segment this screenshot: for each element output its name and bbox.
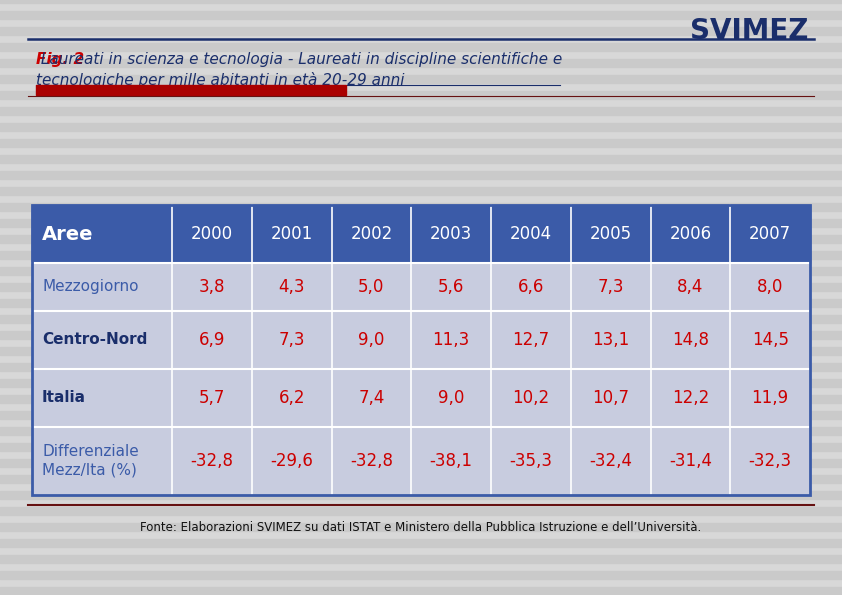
Text: -38,1: -38,1 bbox=[429, 452, 472, 470]
Bar bbox=[0, 11, 842, 19]
Text: 4,3: 4,3 bbox=[279, 278, 305, 296]
Bar bbox=[0, 187, 842, 195]
Text: Differenziale
Mezz/Ita (%): Differenziale Mezz/Ita (%) bbox=[42, 444, 139, 478]
Text: -31,4: -31,4 bbox=[669, 452, 711, 470]
Bar bbox=[0, 347, 842, 355]
Text: 2003: 2003 bbox=[430, 225, 472, 243]
Text: Aree: Aree bbox=[42, 224, 93, 243]
Bar bbox=[0, 107, 842, 115]
Text: 6,9: 6,9 bbox=[199, 331, 225, 349]
Bar bbox=[0, 587, 842, 595]
Text: 2002: 2002 bbox=[350, 225, 392, 243]
Bar bbox=[0, 251, 842, 259]
Text: -32,3: -32,3 bbox=[749, 452, 791, 470]
Text: -35,3: -35,3 bbox=[509, 452, 552, 470]
Bar bbox=[0, 379, 842, 387]
Bar bbox=[0, 363, 842, 371]
Text: -32,8: -32,8 bbox=[190, 452, 233, 470]
Bar bbox=[0, 539, 842, 547]
Text: 8,0: 8,0 bbox=[757, 278, 783, 296]
Bar bbox=[0, 27, 842, 35]
Text: 2001: 2001 bbox=[270, 225, 312, 243]
Bar bbox=[32, 427, 810, 495]
Text: 11,3: 11,3 bbox=[433, 331, 470, 349]
Text: 7,3: 7,3 bbox=[279, 331, 305, 349]
Bar bbox=[0, 0, 842, 3]
Bar bbox=[0, 411, 842, 419]
Text: 9,0: 9,0 bbox=[358, 331, 385, 349]
Bar bbox=[0, 523, 842, 531]
Bar bbox=[0, 315, 842, 323]
Text: 11,9: 11,9 bbox=[752, 389, 789, 407]
Text: 12,7: 12,7 bbox=[512, 331, 550, 349]
Bar bbox=[0, 443, 842, 451]
Bar bbox=[36, 85, 346, 95]
Bar bbox=[32, 205, 810, 495]
Text: 7,4: 7,4 bbox=[358, 389, 385, 407]
Text: 2006: 2006 bbox=[669, 225, 711, 243]
Text: 10,7: 10,7 bbox=[592, 389, 629, 407]
Text: 13,1: 13,1 bbox=[592, 331, 629, 349]
Text: 6,6: 6,6 bbox=[518, 278, 544, 296]
Bar bbox=[0, 59, 842, 67]
Bar bbox=[0, 235, 842, 243]
Text: Italia: Italia bbox=[42, 390, 86, 406]
Bar bbox=[32, 369, 810, 427]
Bar bbox=[0, 139, 842, 147]
Text: 3,8: 3,8 bbox=[199, 278, 225, 296]
Text: 2007: 2007 bbox=[749, 225, 791, 243]
Bar bbox=[0, 219, 842, 227]
Text: Fig. 2: Fig. 2 bbox=[36, 52, 84, 67]
Bar bbox=[32, 263, 810, 311]
Bar bbox=[0, 299, 842, 307]
Text: Laureati in scienza e tecnologia - Laureati in discipline scientifiche e
tecnolo: Laureati in scienza e tecnologia - Laure… bbox=[36, 52, 562, 88]
Text: 5,7: 5,7 bbox=[199, 389, 225, 407]
Bar bbox=[0, 267, 842, 275]
Text: 2005: 2005 bbox=[589, 225, 632, 243]
Text: 10,2: 10,2 bbox=[512, 389, 550, 407]
Bar bbox=[0, 427, 842, 435]
Text: Centro-Nord: Centro-Nord bbox=[42, 333, 147, 347]
Bar bbox=[0, 43, 842, 51]
Bar bbox=[0, 395, 842, 403]
Text: 5,0: 5,0 bbox=[358, 278, 385, 296]
Text: -32,4: -32,4 bbox=[589, 452, 632, 470]
Text: 14,8: 14,8 bbox=[672, 331, 709, 349]
Text: 12,2: 12,2 bbox=[672, 389, 709, 407]
Bar bbox=[0, 203, 842, 211]
Bar bbox=[0, 459, 842, 467]
Text: 2000: 2000 bbox=[191, 225, 233, 243]
Bar bbox=[32, 311, 810, 369]
Text: 7,3: 7,3 bbox=[597, 278, 624, 296]
Bar bbox=[0, 171, 842, 179]
Bar bbox=[0, 507, 842, 515]
Text: Fonte: Elaborazioni SVIMEZ su dati ISTAT e Ministero della Pubblica Istruzione e: Fonte: Elaborazioni SVIMEZ su dati ISTAT… bbox=[141, 521, 701, 534]
Bar bbox=[0, 555, 842, 563]
Text: 8,4: 8,4 bbox=[677, 278, 704, 296]
Bar bbox=[0, 491, 842, 499]
Bar bbox=[32, 205, 810, 263]
Text: 2004: 2004 bbox=[509, 225, 552, 243]
Bar bbox=[0, 155, 842, 163]
Text: 9,0: 9,0 bbox=[438, 389, 464, 407]
Bar bbox=[0, 75, 842, 83]
Bar bbox=[0, 331, 842, 339]
Text: 5,6: 5,6 bbox=[438, 278, 464, 296]
Bar bbox=[0, 283, 842, 291]
Bar bbox=[0, 123, 842, 131]
Text: 6,2: 6,2 bbox=[279, 389, 305, 407]
Text: SVIMEZ: SVIMEZ bbox=[690, 17, 808, 45]
Text: 14,5: 14,5 bbox=[752, 331, 789, 349]
Bar bbox=[0, 91, 842, 99]
Bar bbox=[0, 475, 842, 483]
Text: -32,8: -32,8 bbox=[350, 452, 393, 470]
Bar bbox=[0, 571, 842, 579]
Text: Mezzogiorno: Mezzogiorno bbox=[42, 280, 138, 295]
Text: -29,6: -29,6 bbox=[270, 452, 313, 470]
